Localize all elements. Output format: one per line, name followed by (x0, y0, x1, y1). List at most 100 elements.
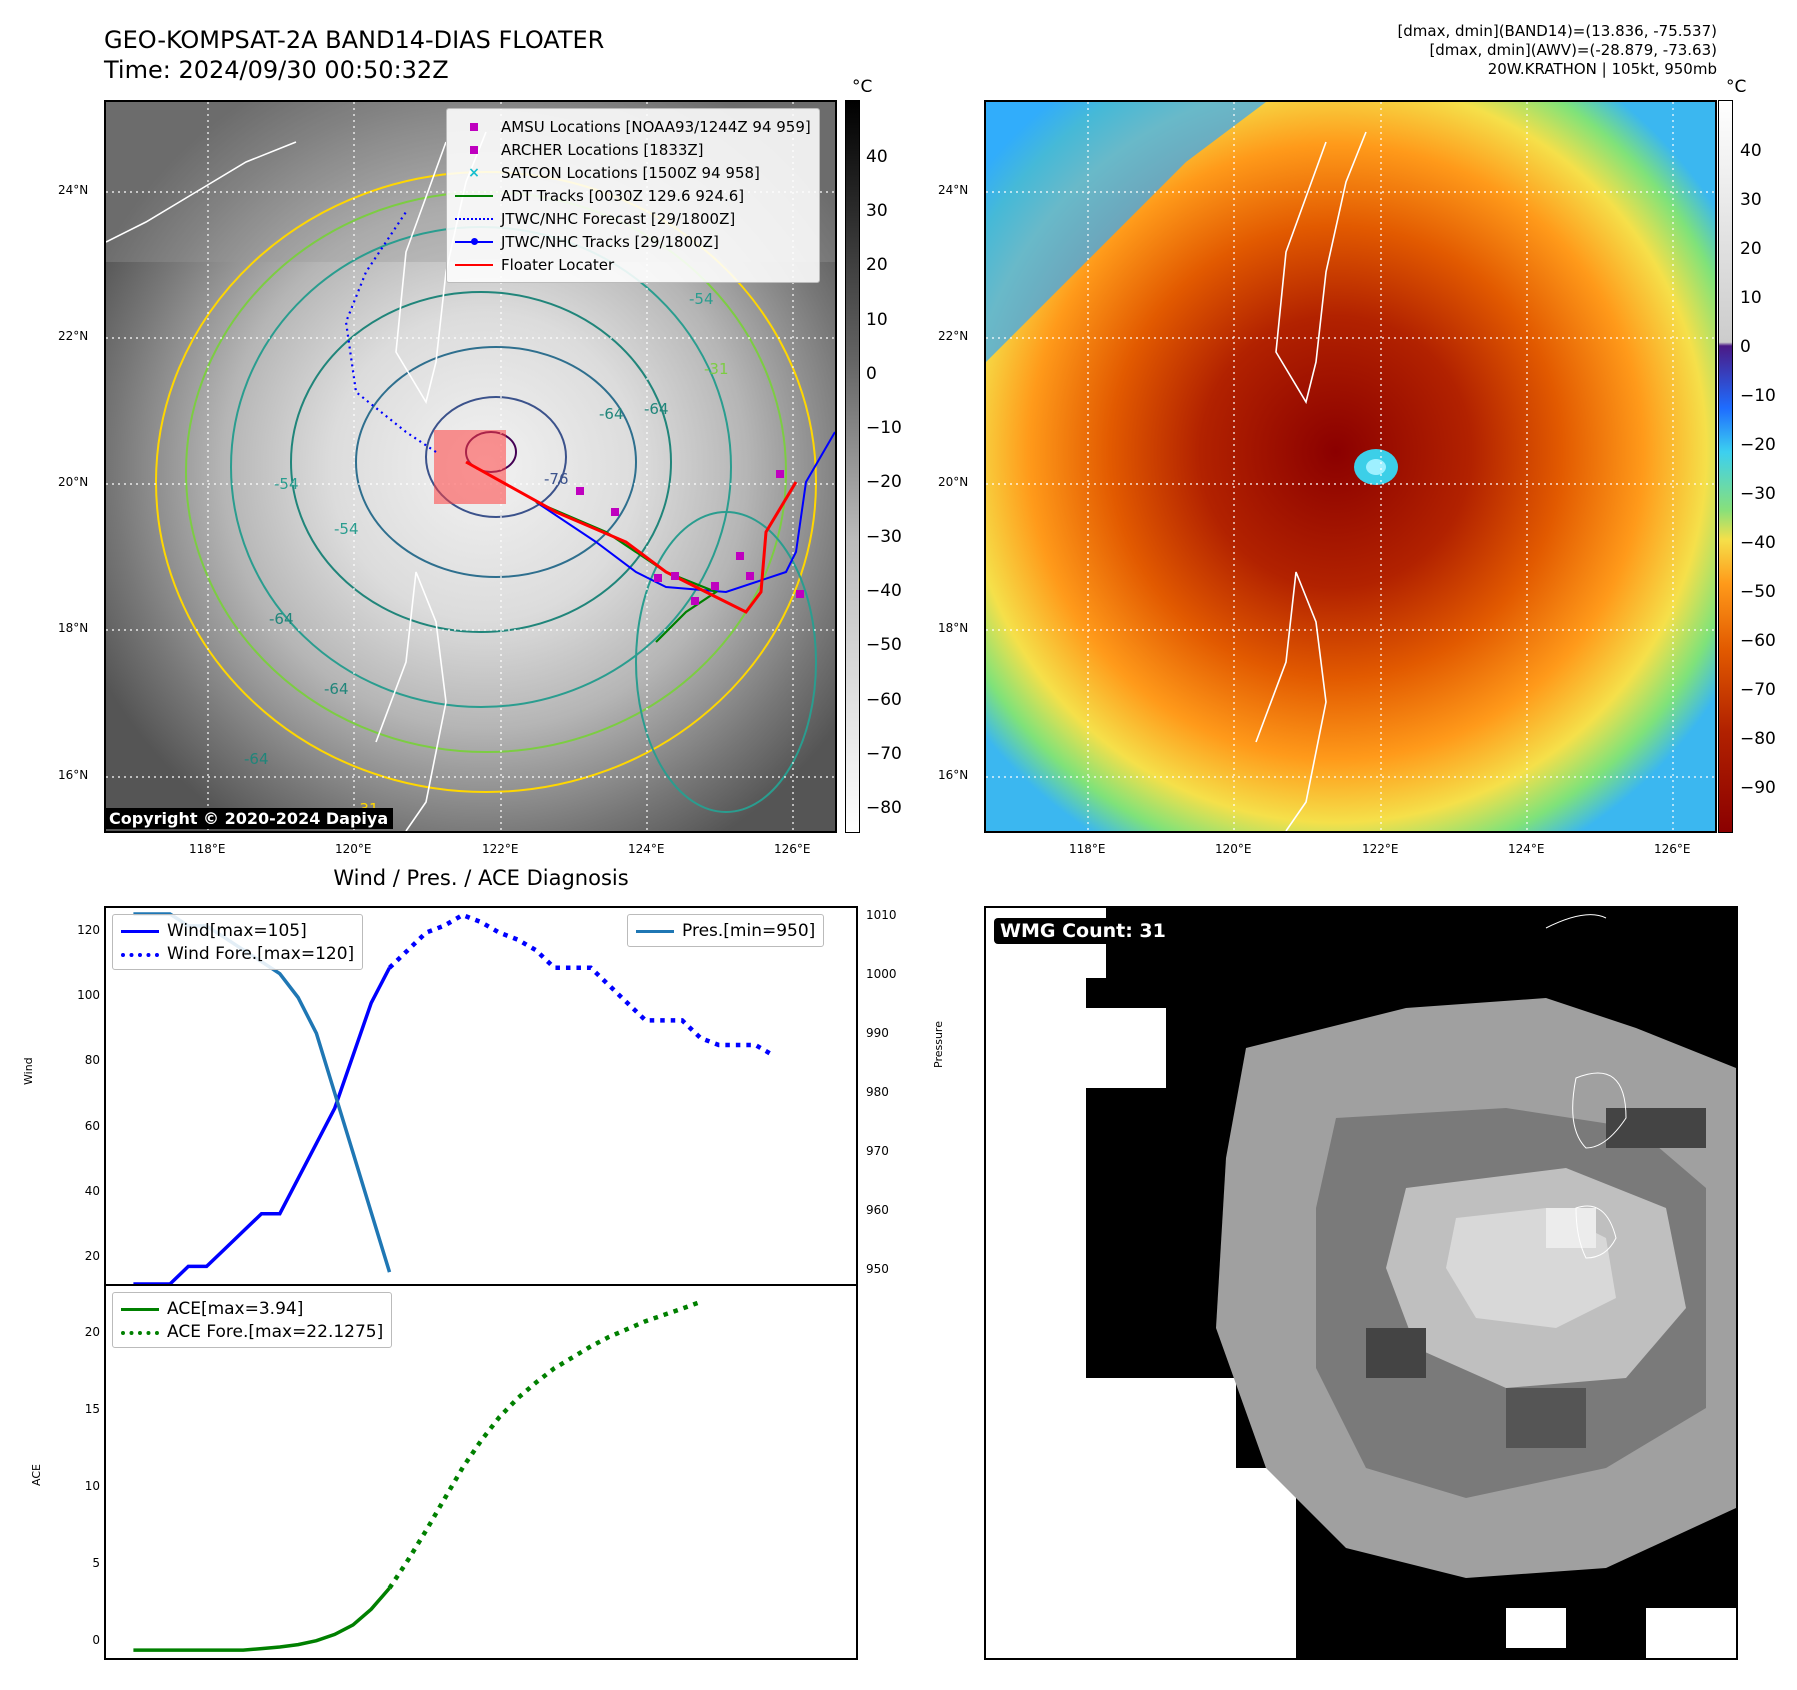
colorbar-tick: 0 (866, 364, 877, 384)
colorbar-tick: −30 (1740, 484, 1776, 504)
pressure-axis-ticks: 1010 1000 990 980 970 960 950 (866, 906, 916, 1286)
info-awv: [dmax, dmin](AWV)=(-28.879, -73.63) (1429, 41, 1717, 59)
colorbar-tick: −60 (866, 690, 902, 710)
ace-tick: 5 (92, 1556, 100, 1570)
colorbar-tick: −30 (866, 527, 902, 547)
legend-item-adt: ADT Tracks [0030Z 129.6 924.6] (455, 184, 811, 207)
wind-axis-ticks: 120 100 80 60 40 20 (50, 906, 100, 1286)
legend-item-ace-fore: ACE Fore.[max=22.1275] (121, 1320, 383, 1343)
colorbar-tick: −40 (866, 581, 902, 601)
wind-axis-label: Wind (22, 1057, 35, 1085)
colorbar-tick: −50 (866, 635, 902, 655)
map-color-ir-lon-labels: 118°E 120°E 122°E 124°E 126°E (984, 842, 1717, 862)
colorbar-band14 (845, 100, 860, 833)
pressure-tick: 960 (866, 1203, 889, 1217)
lon-label: 124°E (628, 842, 665, 856)
lon-label: 120°E (335, 842, 372, 856)
pressure-legend: Pres.[min=950] (627, 914, 825, 947)
pressure-tick: 990 (866, 1026, 889, 1040)
legend-item-wind-fore: Wind Fore.[max=120] (121, 942, 354, 965)
legend-item-amsu: AMSU Locations [NOAA93/1244Z 94 959] (455, 115, 811, 138)
legend-item-archer: ARCHER Locations [1833Z] (455, 138, 811, 161)
lat-label: 18°N (938, 621, 969, 635)
figure-title: GEO-KOMPSAT-2A BAND14-DIAS FLOATER (104, 26, 605, 54)
wmg-count-label: WMG Count: 31 (994, 918, 1172, 944)
ace-axis-label: ACE (30, 1464, 43, 1486)
wind-tick: 20 (84, 1249, 100, 1263)
legend-item-ace: ACE[max=3.94] (121, 1297, 383, 1320)
lon-label: 126°E (774, 842, 811, 856)
ace-panel (104, 1284, 858, 1660)
colorbar-tick: −70 (866, 744, 902, 764)
ace-series-line (133, 1586, 391, 1652)
colorbar-color-ir-unit: °C (1726, 77, 1747, 97)
map-band14-lon-labels: 118°E 120°E 122°E 124°E 126°E (104, 842, 837, 862)
colorbar-tick: 0 (1740, 337, 1751, 357)
colorbar-tick: −10 (1740, 386, 1776, 406)
colorbar-band14-unit: °C (852, 77, 873, 97)
colorbar-tick: −40 (1740, 533, 1776, 553)
wind-tick: 100 (77, 988, 100, 1002)
ace-plot (133, 1299, 702, 1652)
colorbar-tick: −80 (1740, 729, 1776, 749)
ace-forecast-series-line (387, 1299, 702, 1590)
legend-item-wind: Wind[max=105] (121, 919, 354, 942)
lon-label: 122°E (482, 842, 519, 856)
map-color-ir-image (986, 102, 1715, 831)
colorbar-tick: 30 (866, 201, 888, 221)
colorbar-tick: −80 (866, 798, 902, 818)
colorbar-tick: 20 (1740, 239, 1762, 259)
legend-item-floater: Floater Locater (455, 253, 811, 276)
ace-axis-ticks: 20 15 10 5 0 (50, 1284, 100, 1660)
info-storm: 20W.KRATHON | 105kt, 950mb (1487, 60, 1717, 78)
colorbar-tick: −50 (1740, 582, 1776, 602)
lon-label: 124°E (1508, 842, 1545, 856)
diagnosis-title: Wind / Pres. / ACE Diagnosis (333, 866, 629, 890)
legend-item-jtwc: JTWC/NHC Tracks [29/1800Z] (455, 230, 811, 253)
lon-label: 118°E (189, 842, 226, 856)
colorbar-tick: 30 (1740, 190, 1762, 210)
lat-label: 20°N (938, 475, 969, 489)
pressure-tick: 1000 (866, 967, 897, 981)
pressure-tick: 950 (866, 1262, 889, 1276)
pressure-axis-label: Pressure (932, 1021, 945, 1068)
lat-label: 24°N (938, 183, 969, 197)
colorbar-band14-ticks: 40 30 20 10 0 −10 −20 −30 −40 −50 −60 −7… (866, 100, 926, 833)
legend-item-pressure: Pres.[min=950] (636, 919, 815, 942)
colorbar-tick: −90 (1740, 778, 1776, 798)
wind-legend: Wind[max=105] Wind Fore.[max=120] (112, 914, 364, 970)
colorbar-color-ir (1718, 100, 1733, 833)
copyright-label: Copyright © 2020-2024 Dapiya (104, 808, 394, 829)
wind-tick: 120 (77, 923, 100, 937)
pressure-tick: 970 (866, 1144, 889, 1158)
colorbar-tick: 10 (866, 310, 888, 330)
map-band14-lat-labels: 24°N 22°N 20°N 18°N 16°N (58, 100, 104, 833)
colorbar-tick: −60 (1740, 631, 1776, 651)
info-block: [dmax, dmin](BAND14)=(13.836, -75.537) [… (1117, 22, 1717, 79)
map-band14-legend: AMSU Locations [NOAA93/1244Z 94 959] ARC… (446, 108, 820, 283)
ace-tick: 15 (84, 1402, 100, 1416)
wind-tick: 60 (84, 1119, 100, 1133)
lat-label: 20°N (58, 475, 89, 489)
colorbar-tick: 10 (1740, 288, 1762, 308)
wmg-panel (984, 906, 1738, 1660)
legend-item-forecast: JTWC/NHC Forecast [29/1800Z] (455, 207, 811, 230)
map-color-ir (984, 100, 1717, 833)
colorbar-tick: −10 (866, 418, 902, 438)
lat-label: 16°N (58, 768, 89, 782)
wind-tick: 40 (84, 1184, 100, 1198)
lat-label: 22°N (58, 329, 89, 343)
map-color-ir-lat-labels: 24°N 22°N 20°N 18°N 16°N (938, 100, 984, 833)
legend-item-satcon: × SATCON Locations [1500Z 94 958] (468, 163, 760, 182)
colorbar-color-ir-ticks: 40 30 20 10 0 −10 −20 −30 −40 −50 −60 −7… (1740, 100, 1795, 833)
lat-label: 18°N (58, 621, 89, 635)
lat-label: 16°N (938, 768, 969, 782)
ace-tick: 20 (84, 1325, 100, 1339)
lon-label: 122°E (1362, 842, 1399, 856)
ace-tick: 0 (92, 1633, 100, 1647)
lon-label: 126°E (1654, 842, 1691, 856)
colorbar-tick: 40 (866, 147, 888, 167)
ace-legend: ACE[max=3.94] ACE Fore.[max=22.1275] (112, 1292, 393, 1348)
colorbar-tick: −70 (1740, 680, 1776, 700)
wind-series-line (133, 966, 392, 1285)
